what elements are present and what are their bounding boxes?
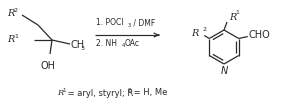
Text: N: N bbox=[221, 66, 228, 76]
Text: = H, Me: = H, Me bbox=[131, 89, 167, 98]
Text: / DMF: / DMF bbox=[131, 18, 155, 27]
Text: R: R bbox=[191, 29, 198, 38]
Text: 1: 1 bbox=[14, 33, 18, 38]
Text: OAc: OAc bbox=[125, 39, 140, 48]
Text: 4: 4 bbox=[122, 43, 125, 48]
Text: R: R bbox=[7, 35, 14, 45]
Text: 2: 2 bbox=[14, 7, 18, 12]
Text: R: R bbox=[57, 89, 63, 97]
Text: 2. NH: 2. NH bbox=[96, 39, 117, 48]
Text: 1: 1 bbox=[62, 87, 66, 92]
Text: R: R bbox=[229, 12, 236, 22]
Text: CH: CH bbox=[71, 40, 85, 50]
Text: R: R bbox=[7, 9, 14, 19]
Text: 2: 2 bbox=[128, 87, 131, 92]
Text: 3: 3 bbox=[128, 23, 131, 28]
Text: CHO: CHO bbox=[249, 30, 271, 40]
Text: 2: 2 bbox=[202, 27, 206, 32]
Text: OH: OH bbox=[40, 61, 55, 71]
Text: = aryl, styryl; R: = aryl, styryl; R bbox=[65, 89, 133, 98]
Text: 1. POCl: 1. POCl bbox=[96, 18, 123, 27]
Text: 3: 3 bbox=[81, 46, 85, 51]
Text: 1: 1 bbox=[235, 11, 239, 15]
